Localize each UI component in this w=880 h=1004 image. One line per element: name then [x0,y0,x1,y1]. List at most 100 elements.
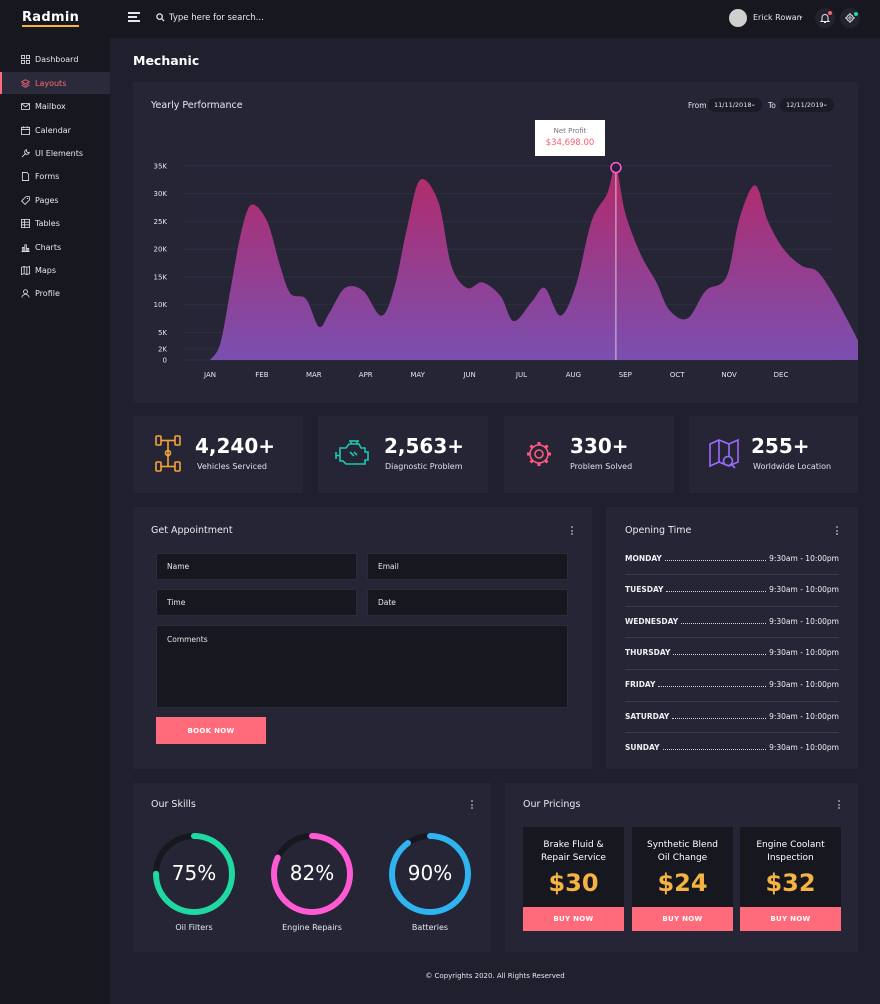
email-field[interactable] [367,553,568,580]
sidebar-item-mailbox[interactable]: Mailbox [0,95,110,117]
more-options-icon[interactable] [837,800,841,810]
chevron-down-icon: ⌄ [822,100,828,108]
chevron-down-icon[interactable]: ⌄ [798,12,804,20]
search-input[interactable] [169,9,369,27]
more-options-icon[interactable] [570,526,574,536]
price-name: Engine Coolant Inspection [756,840,825,863]
to-label: To [768,101,776,110]
sidebar-item-label: Mailbox [35,101,66,111]
y-tick-label: 10K [154,301,168,309]
map-search-icon [709,438,739,469]
price-name: Brake Fluid & Repair Service [541,840,606,863]
x-tick-label: DEC [774,371,789,379]
stat-card-locations: 255+ Worldwide Location [689,416,858,493]
app-logo[interactable]: Radmin [22,10,80,27]
buy-now-button[interactable]: BUY NOW [523,907,624,931]
map-icon [21,265,30,275]
divider [625,701,839,702]
x-tick-label: OCT [670,371,685,379]
x-tick-label: MAR [306,371,322,379]
table-icon [21,218,30,228]
sidebar-item-label: Calendar [35,125,71,135]
sidebar-item-calendar[interactable]: Calendar [0,119,110,141]
sidebar-item-pages[interactable]: Pages [0,189,110,211]
tag-icon [21,195,30,205]
stat-card-solved: 330+ Problem Solved [504,416,674,493]
document-icon [21,171,30,181]
progress-ring [389,833,471,915]
chart-tooltip: Net Profit $34,698.00 [535,120,605,156]
sidebar: Dashboard Layouts Mailbox Calendar UI El… [0,38,110,1004]
more-options-icon[interactable] [835,526,839,536]
notification-dot [828,11,832,15]
date-field[interactable] [367,589,568,616]
notifications-button[interactable] [815,8,835,28]
stat-label: Problem Solved [570,462,633,471]
y-tick-label: 25K [154,218,168,226]
opening-time-card: Opening Time MONDAY 9:30am - 10:00pm TUES… [606,507,858,769]
opening-row: MONDAY 9:30am - 10:00pm [625,554,839,563]
more-options-icon[interactable] [470,800,474,810]
skill-label: Oil Filters [175,923,213,932]
buy-now-button[interactable]: BUY NOW [632,907,733,931]
divider [625,669,839,670]
settings-dot [854,12,858,16]
menu-toggle-button[interactable] [128,12,140,22]
sidebar-item-charts[interactable]: Charts [0,236,110,258]
sidebar-item-ui-elements[interactable]: UI Elements [0,142,110,164]
stat-label: Diagnostic Problem [385,462,463,471]
day-label: WEDNESDAY [625,617,679,626]
mail-icon [21,102,30,110]
x-tick-label: AUG [566,371,581,379]
x-tick-label: NOV [721,371,737,379]
opening-title: Opening Time [625,525,692,536]
y-tick-label: 2K [158,345,167,353]
x-tick-label: JUN [462,371,475,379]
user-name[interactable]: Erick Rowan [753,13,802,22]
price-value: $32 [765,869,816,897]
comments-field[interactable] [156,625,568,708]
settings-button[interactable] [840,8,860,28]
x-tick-label: APR [359,371,373,379]
y-tick-label: 0 [163,357,167,365]
opening-row: SUNDAY 9:30am - 10:00pm [625,743,839,752]
hours-label: 9:30am - 10:00pm [769,712,839,721]
price-name: Synthetic Blend Oil Change [647,840,718,863]
book-now-button[interactable]: BOOK NOW [156,717,266,744]
sidebar-item-maps[interactable]: Maps [0,259,110,281]
divider [625,732,839,733]
name-field[interactable] [156,553,357,580]
to-date-value: 12/11/2019 [786,101,824,109]
tooltip-label: Net Profit [553,127,587,135]
sidebar-item-tables[interactable]: Tables [0,212,110,234]
sidebar-item-label: Pages [35,195,59,205]
hamburger-icon [128,12,140,14]
sidebar-item-dashboard[interactable]: Dashboard [0,48,110,70]
stat-card-vehicles: 4,240+ Vehicles Serviced [133,416,303,493]
to-date-select[interactable]: 12/11/2019 ⌄ [780,98,834,112]
divider [625,574,839,575]
sidebar-item-forms[interactable]: Forms [0,165,110,187]
divider [625,637,839,638]
buy-now-button[interactable]: BUY NOW [740,907,841,931]
from-date-select[interactable]: 11/11/2018 ⌄ [708,98,762,112]
sidebar-item-label: UI Elements [35,148,84,158]
sidebar-item-profile[interactable]: Profile [0,282,110,304]
x-tick-label: FEB [255,371,268,379]
axle-icon [155,435,181,472]
sidebar-item-label: Tables [35,218,60,228]
cog-icon [527,442,551,466]
stat-card-diagnostic: 2,563+ Diagnostic Problem [318,416,488,493]
grid-icon [21,54,30,64]
avatar[interactable] [729,9,747,27]
time-field[interactable] [156,589,357,616]
y-tick-label: 20K [154,246,168,254]
sidebar-item-label: Maps [35,265,57,275]
sidebar-item-label: Forms [35,171,60,181]
skill-percent: 75% [171,861,217,885]
day-label: THURSDAY [625,648,671,657]
sidebar-item-label: Dashboard [35,54,79,64]
sidebar-item-layouts[interactable]: Layouts [0,72,110,94]
day-label: SATURDAY [625,712,670,721]
gear-icon [845,13,855,23]
